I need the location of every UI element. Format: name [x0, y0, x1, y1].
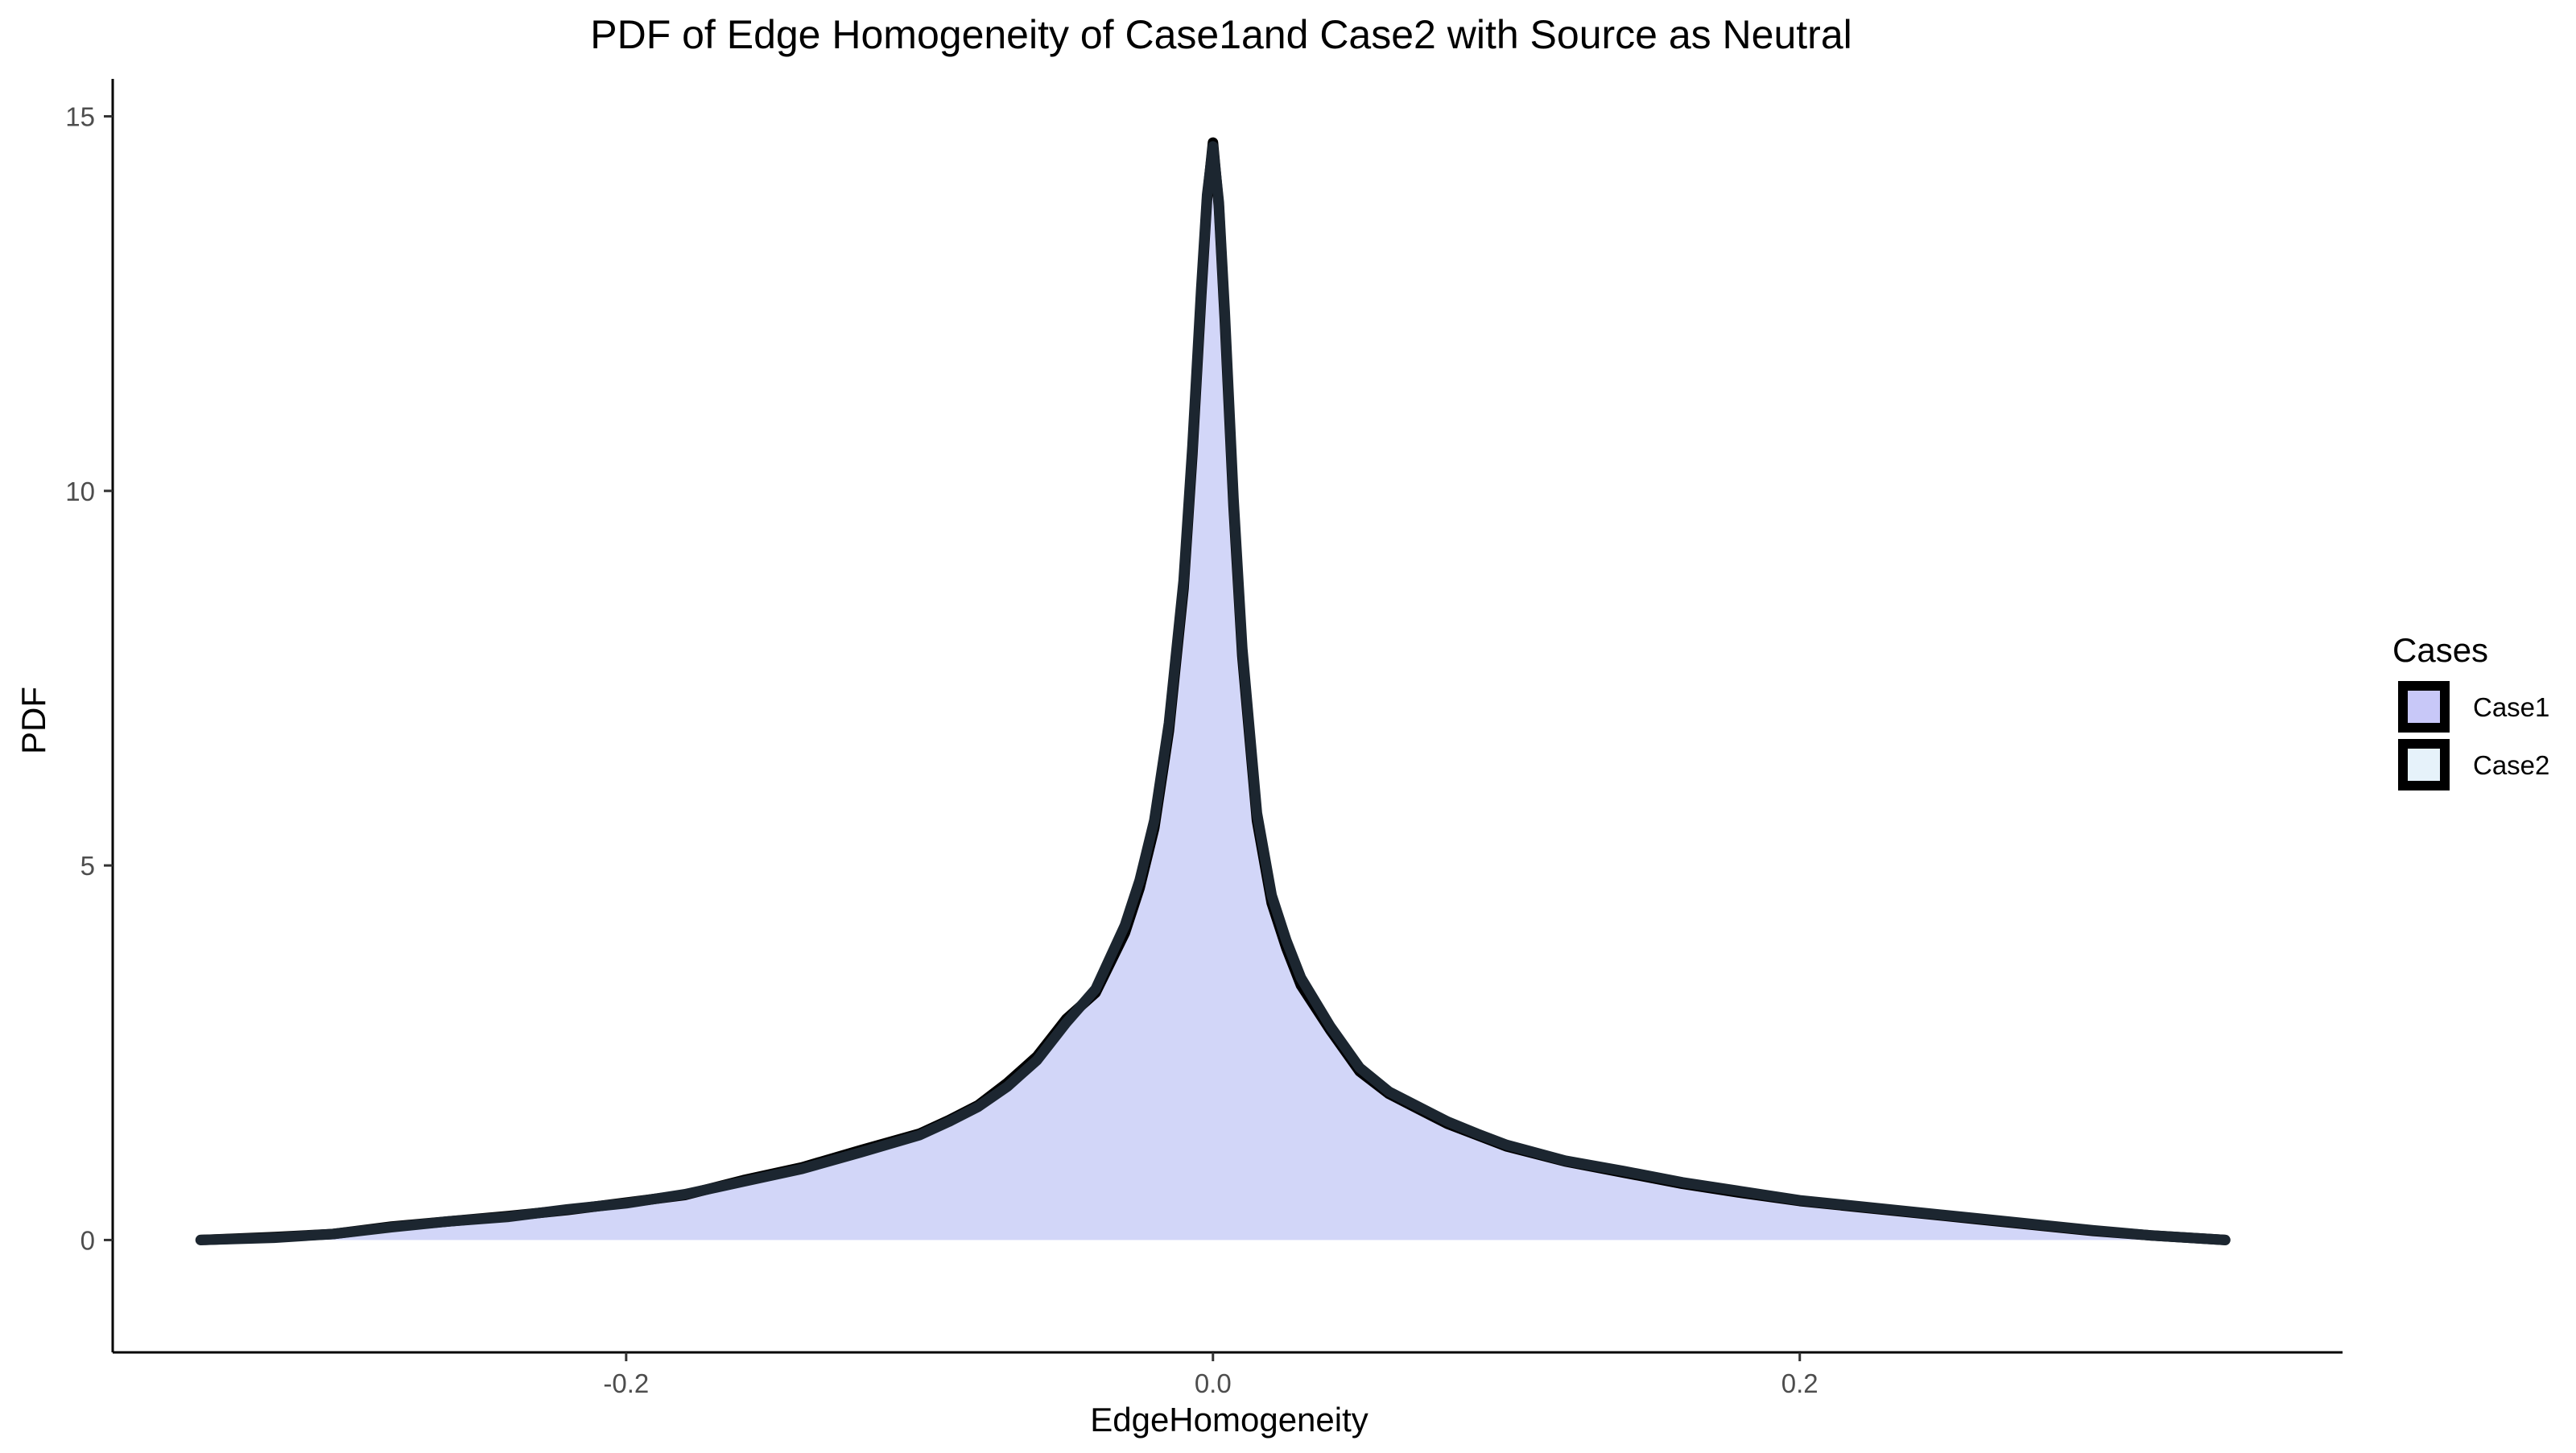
legend-title: Cases — [2392, 631, 2488, 669]
axes: 0 5 10 15 -0.2 0.0 0.2 — [65, 79, 2343, 1398]
plot-area — [195, 137, 2231, 1245]
y-axis-title: PDF — [14, 687, 52, 754]
legend-label-case2: Case2 — [2473, 750, 2549, 780]
x-tick-label: -0.2 — [603, 1368, 649, 1398]
y-tick-label: 15 — [65, 102, 95, 132]
density-line-case2 — [195, 141, 2231, 1245]
chart-title: PDF of Edge Homogeneity of Case1and Case… — [590, 12, 1852, 57]
legend-key-case2 — [2398, 739, 2450, 790]
legend: Cases Case1 Case2 — [2392, 631, 2549, 790]
x-tick-label: 0.0 — [1195, 1368, 1232, 1398]
y-tick-label: 10 — [65, 477, 95, 506]
density-area-case1 — [200, 142, 2226, 1240]
x-tick-label: 0.2 — [1781, 1368, 1818, 1398]
density-area-case2 — [200, 146, 2226, 1240]
y-tick-label: 5 — [80, 851, 95, 881]
legend-label-case1: Case1 — [2473, 692, 2549, 722]
y-tick-label: 0 — [80, 1225, 95, 1255]
x-axis-title: EdgeHomogeneity — [1090, 1401, 1368, 1439]
legend-key-case1 — [2398, 681, 2450, 733]
